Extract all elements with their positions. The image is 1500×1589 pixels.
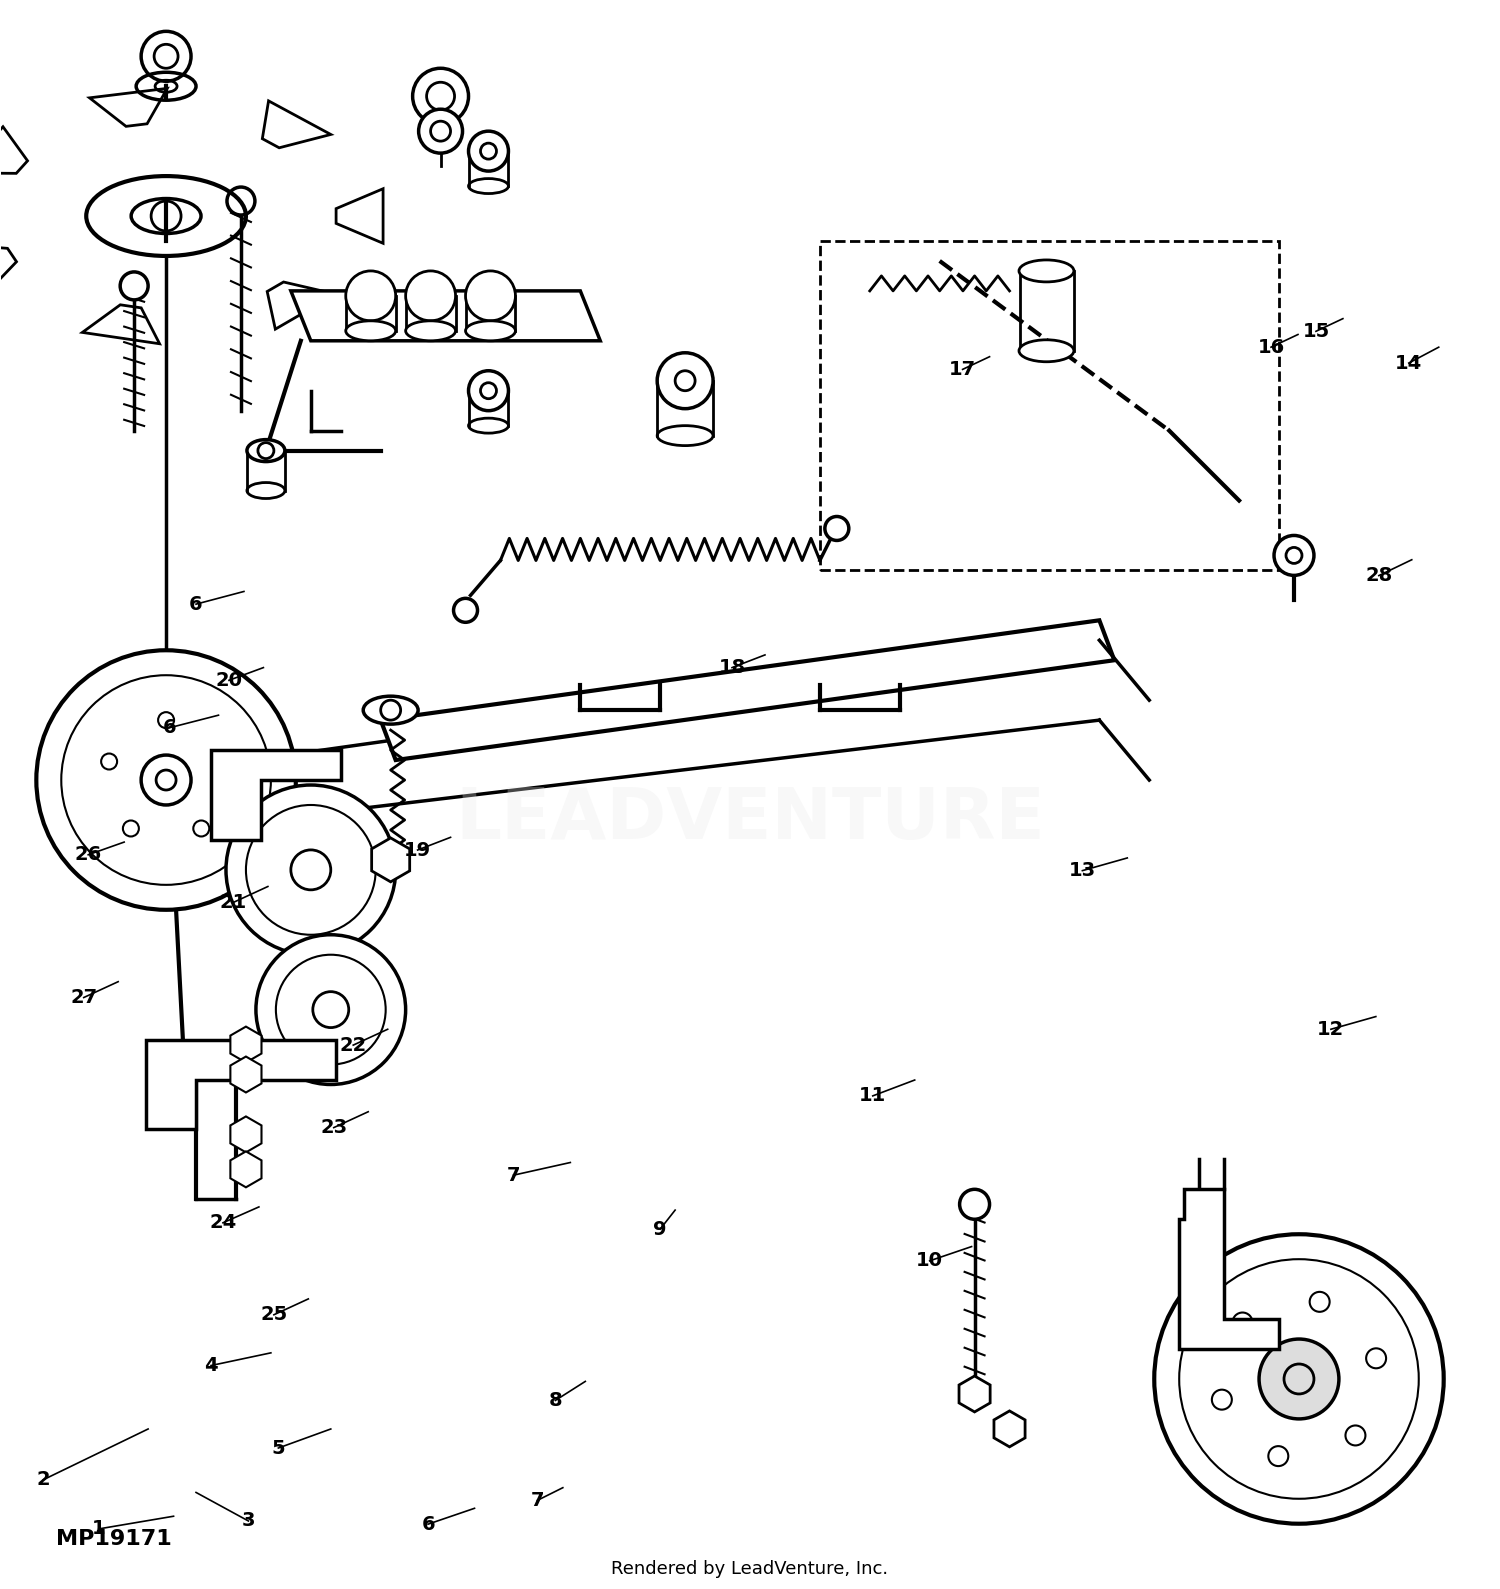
Text: 2: 2	[36, 1470, 50, 1489]
Circle shape	[141, 755, 190, 806]
Circle shape	[194, 820, 210, 836]
Text: 10: 10	[916, 1252, 944, 1270]
Ellipse shape	[248, 440, 285, 461]
Text: 9: 9	[654, 1220, 668, 1238]
Circle shape	[158, 712, 174, 728]
Text: 7: 7	[507, 1166, 520, 1185]
Ellipse shape	[465, 321, 516, 340]
Circle shape	[214, 753, 231, 769]
Circle shape	[141, 32, 190, 81]
Circle shape	[1155, 1235, 1443, 1524]
Polygon shape	[267, 281, 336, 329]
Text: LEADVENTURE: LEADVENTURE	[454, 785, 1046, 855]
Text: 16: 16	[1257, 338, 1284, 356]
Polygon shape	[146, 1039, 336, 1130]
Text: 21: 21	[220, 893, 248, 912]
Circle shape	[120, 272, 148, 300]
Circle shape	[36, 650, 296, 910]
Text: 19: 19	[404, 841, 430, 860]
Text: 18: 18	[718, 658, 746, 677]
Polygon shape	[0, 245, 16, 294]
Circle shape	[419, 110, 462, 153]
Text: 15: 15	[1302, 323, 1329, 340]
Circle shape	[1346, 1425, 1365, 1446]
Polygon shape	[262, 100, 332, 148]
Polygon shape	[0, 127, 27, 173]
Text: 3: 3	[242, 1511, 255, 1530]
Text: 1: 1	[92, 1519, 105, 1538]
Circle shape	[226, 188, 255, 215]
Text: 20: 20	[216, 671, 243, 690]
Text: 13: 13	[1070, 861, 1096, 880]
Circle shape	[1212, 1390, 1231, 1409]
Polygon shape	[291, 291, 600, 340]
Polygon shape	[211, 750, 340, 841]
Text: 7: 7	[531, 1490, 544, 1510]
Bar	[821, 242, 1280, 570]
Text: 4: 4	[204, 1355, 218, 1374]
Text: 17: 17	[950, 359, 976, 378]
Circle shape	[1258, 1340, 1340, 1419]
Circle shape	[657, 353, 712, 408]
Text: 27: 27	[70, 988, 98, 1007]
Circle shape	[1274, 535, 1314, 575]
Circle shape	[405, 270, 456, 321]
Ellipse shape	[1019, 261, 1074, 281]
Text: 25: 25	[261, 1305, 288, 1324]
Circle shape	[960, 1189, 990, 1219]
Text: 5: 5	[272, 1438, 285, 1457]
Circle shape	[413, 68, 468, 124]
Text: MP19171: MP19171	[57, 1529, 172, 1549]
Text: 8: 8	[549, 1390, 562, 1409]
Circle shape	[256, 934, 405, 1084]
Circle shape	[465, 270, 516, 321]
Text: 23: 23	[320, 1119, 348, 1138]
Text: 24: 24	[210, 1214, 237, 1233]
Circle shape	[345, 270, 396, 321]
Text: 6: 6	[422, 1514, 435, 1533]
Polygon shape	[90, 89, 168, 127]
Circle shape	[123, 820, 140, 836]
Polygon shape	[82, 305, 159, 343]
Circle shape	[1366, 1349, 1386, 1368]
Ellipse shape	[345, 321, 396, 340]
Circle shape	[468, 370, 509, 410]
Polygon shape	[336, 189, 382, 243]
Text: 12: 12	[1317, 1020, 1344, 1039]
Circle shape	[226, 785, 396, 955]
Circle shape	[1233, 1313, 1252, 1333]
Text: 28: 28	[1365, 566, 1392, 585]
Circle shape	[1269, 1446, 1288, 1467]
Circle shape	[100, 753, 117, 769]
Text: 11: 11	[859, 1087, 886, 1106]
Text: Rendered by LeadVenture, Inc.: Rendered by LeadVenture, Inc.	[612, 1560, 888, 1578]
Polygon shape	[381, 620, 1114, 760]
Text: 14: 14	[1395, 353, 1422, 372]
Ellipse shape	[363, 696, 419, 725]
Circle shape	[1310, 1292, 1329, 1313]
Circle shape	[468, 132, 509, 172]
Polygon shape	[1179, 1189, 1280, 1349]
Ellipse shape	[405, 321, 456, 340]
Text: 6: 6	[189, 594, 202, 613]
Ellipse shape	[1019, 340, 1074, 362]
Text: 22: 22	[339, 1036, 368, 1055]
Text: 26: 26	[75, 845, 102, 864]
Text: 6: 6	[162, 718, 176, 737]
